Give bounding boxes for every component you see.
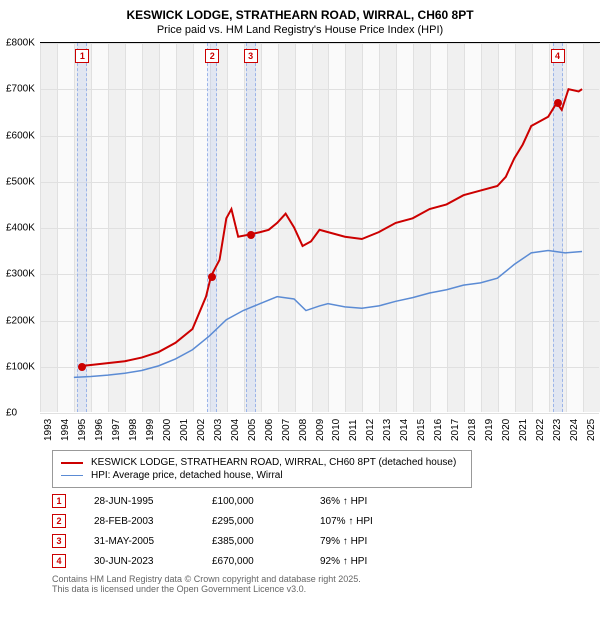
- legend-item: HPI: Average price, detached house, Wirr…: [61, 470, 463, 481]
- y-tick-label: £0: [6, 408, 17, 419]
- chart-title: KESWICK LODGE, STRATHEARN ROAD, WIRRAL, …: [10, 8, 590, 22]
- legend-label: HPI: Average price, detached house, Wirr…: [91, 470, 283, 481]
- title-block: KESWICK LODGE, STRATHEARN ROAD, WIRRAL, …: [10, 8, 590, 36]
- sales-pct: 36% ↑ HPI: [320, 496, 410, 507]
- x-tick-label: 2001: [179, 419, 190, 441]
- chart-subtitle: Price paid vs. HM Land Registry's House …: [10, 24, 590, 36]
- y-tick-label: £100K: [6, 361, 35, 372]
- x-tick-label: 1997: [111, 419, 122, 441]
- x-tick-label: 2021: [518, 419, 529, 441]
- marker-number: 1: [75, 49, 89, 63]
- x-tick-label: 2016: [433, 419, 444, 441]
- x-tick-label: 2018: [467, 419, 478, 441]
- sales-pct: 107% ↑ HPI: [320, 516, 410, 527]
- sales-row: 2 28-FEB-2003 £295,000 107% ↑ HPI: [52, 514, 590, 528]
- sales-date: 31-MAY-2005: [94, 536, 184, 547]
- x-tick-label: 2004: [230, 419, 241, 441]
- x-tick-label: 2011: [348, 419, 359, 441]
- sale-dot: [208, 273, 216, 281]
- legend-swatch: [61, 462, 83, 464]
- x-tick-label: 2012: [365, 419, 376, 441]
- sales-num: 3: [52, 534, 66, 548]
- x-tick-label: 2002: [196, 419, 207, 441]
- gridline-h: [40, 413, 599, 414]
- chart-container: KESWICK LODGE, STRATHEARN ROAD, WIRRAL, …: [0, 0, 600, 620]
- x-tick-label: 2020: [501, 419, 512, 441]
- x-tick-label: 1994: [60, 419, 71, 441]
- y-tick-label: £500K: [6, 176, 35, 187]
- x-tick-label: 2003: [213, 419, 224, 441]
- x-tick-label: 2019: [484, 419, 495, 441]
- sales-pct: 79% ↑ HPI: [320, 536, 410, 547]
- y-tick-label: £400K: [6, 223, 35, 234]
- y-tick-label: £200K: [6, 315, 35, 326]
- sales-price: £670,000: [212, 556, 292, 567]
- series-line: [82, 89, 582, 366]
- x-tick-label: 2014: [399, 419, 410, 441]
- x-tick-label: 2025: [586, 419, 597, 441]
- x-tick-label: 2023: [552, 419, 563, 441]
- sales-price: £385,000: [212, 536, 292, 547]
- x-tick-label: 1999: [145, 419, 156, 441]
- x-tick-label: 2013: [382, 419, 393, 441]
- x-tick-label: 2000: [162, 419, 173, 441]
- sales-row: 3 31-MAY-2005 £385,000 79% ↑ HPI: [52, 534, 590, 548]
- sales-table: 1 28-JUN-1995 £100,000 36% ↑ HPI 2 28-FEB-200…: [52, 494, 590, 568]
- sale-dot: [78, 363, 86, 371]
- x-tick-label: 2024: [569, 419, 580, 441]
- marker-number: 2: [205, 49, 219, 63]
- sale-dot: [554, 99, 562, 107]
- x-tick-label: 1993: [43, 419, 54, 441]
- sales-row: 4 30-JUN-2023 £670,000 92% ↑ HPI: [52, 554, 590, 568]
- y-tick-label: £300K: [6, 269, 35, 280]
- x-tick-label: 2015: [416, 419, 427, 441]
- series-line: [74, 251, 582, 378]
- legend: KESWICK LODGE, STRATHEARN ROAD, WIRRAL, …: [52, 450, 472, 488]
- legend-label: KESWICK LODGE, STRATHEARN ROAD, WIRRAL, …: [91, 457, 456, 468]
- x-tick-label: 2006: [264, 419, 275, 441]
- sales-num: 4: [52, 554, 66, 568]
- sales-date: 28-FEB-2003: [94, 516, 184, 527]
- sale-dot: [247, 231, 255, 239]
- y-tick-label: £600K: [6, 130, 35, 141]
- legend-swatch: [61, 475, 83, 477]
- sales-pct: 92% ↑ HPI: [320, 556, 410, 567]
- x-tick-label: 1995: [77, 419, 88, 441]
- x-tick-label: 2017: [450, 419, 461, 441]
- x-tick-label: 2005: [247, 419, 258, 441]
- x-tick-label: 2008: [298, 419, 309, 441]
- footer-line-2: This data is licensed under the Open Gov…: [52, 584, 590, 594]
- sales-price: £100,000: [212, 496, 292, 507]
- legend-item: KESWICK LODGE, STRATHEARN ROAD, WIRRAL, …: [61, 457, 463, 468]
- x-tick-label: 1996: [94, 419, 105, 441]
- sales-price: £295,000: [212, 516, 292, 527]
- x-tick-label: 2009: [315, 419, 326, 441]
- sales-num: 2: [52, 514, 66, 528]
- sales-date: 30-JUN-2023: [94, 556, 184, 567]
- footer-line-1: Contains HM Land Registry data © Crown c…: [52, 574, 590, 584]
- sales-num: 1: [52, 494, 66, 508]
- x-tick-label: 2007: [281, 419, 292, 441]
- x-tick-label: 2010: [331, 419, 342, 441]
- marker-number: 4: [551, 49, 565, 63]
- sales-date: 28-JUN-1995: [94, 496, 184, 507]
- line-svg: [40, 43, 599, 412]
- x-tick-label: 1998: [128, 419, 139, 441]
- marker-number: 3: [244, 49, 258, 63]
- sales-row: 1 28-JUN-1995 £100,000 36% ↑ HPI: [52, 494, 590, 508]
- footer: Contains HM Land Registry data © Crown c…: [52, 574, 590, 594]
- x-tick-label: 2022: [535, 419, 546, 441]
- chart-plot-area: 1993199419951996199719981999200020012002…: [40, 42, 600, 412]
- y-tick-label: £700K: [6, 84, 35, 95]
- y-tick-label: £800K: [6, 38, 35, 49]
